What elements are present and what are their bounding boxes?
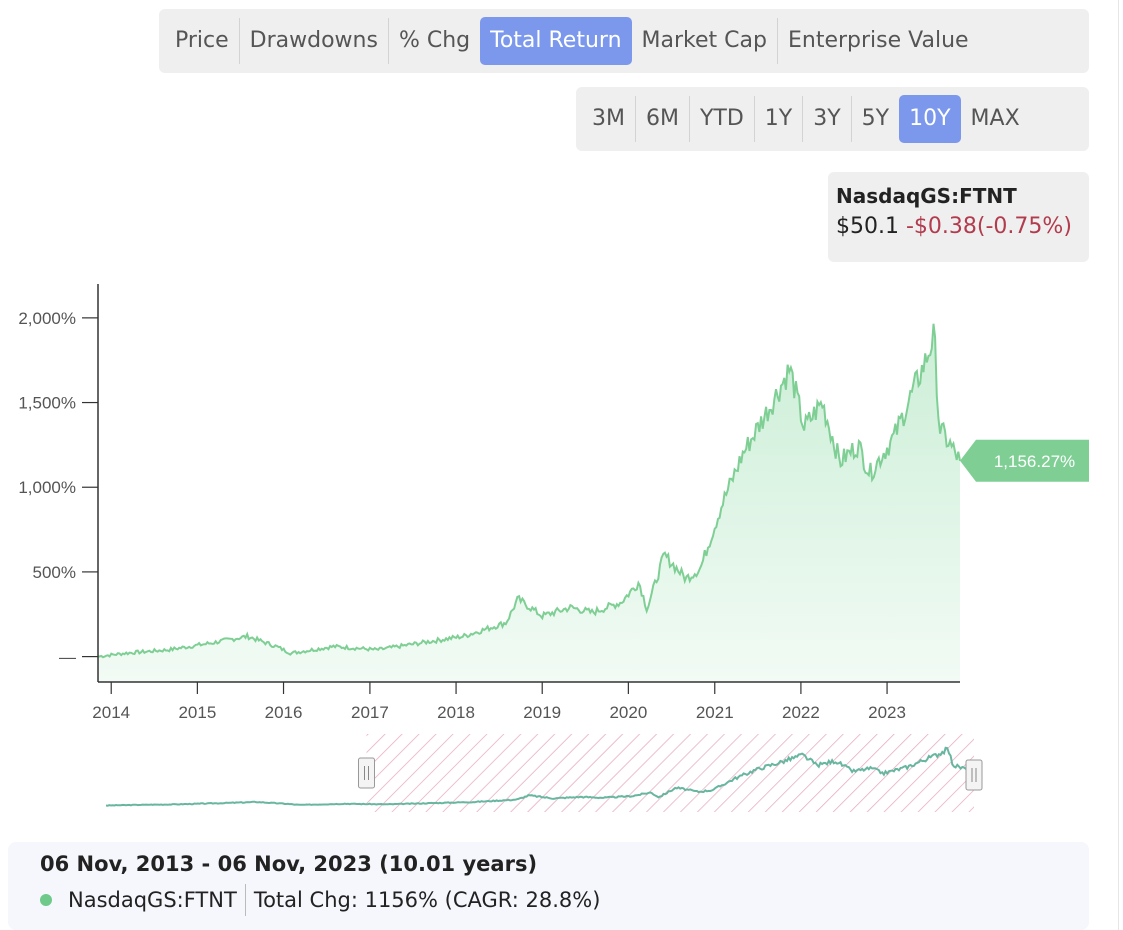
- range-1y[interactable]: 1Y: [764, 106, 793, 131]
- navigator-right-handle[interactable]: [965, 759, 983, 791]
- navigator-selection[interactable]: [366, 734, 974, 812]
- range-separator: [850, 96, 852, 142]
- date-range-summary: 06 Nov, 2013 - 06 Nov, 2023 (10.01 years…: [40, 852, 538, 876]
- range-tab-bar: 3M 6M YTD 1Y 3Y 5Y 10Y MAX: [576, 87, 1089, 151]
- summary-panel: 06 Nov, 2013 - 06 Nov, 2023 (10.01 years…: [8, 842, 1089, 930]
- range-5y[interactable]: 5Y: [861, 106, 890, 131]
- metric-tab-bar: Price Drawdowns % Chg Total Return Market Ca…: [159, 9, 1089, 73]
- x-tick-label: 2019: [523, 703, 561, 722]
- x-tick-label: 2017: [351, 703, 389, 722]
- series-area: [98, 323, 960, 682]
- x-tick-label: 2020: [609, 703, 647, 722]
- series-stats: Total Chg: 1156% (CAGR: 28.8%): [253, 888, 601, 912]
- range-10y[interactable]: 10Y: [899, 95, 961, 143]
- range-max[interactable]: MAX: [970, 106, 1020, 131]
- y-tick-label: 2,000%: [18, 309, 76, 328]
- series-summary-row: NasdaqGS:FTNT Total Chg: 1156% (CAGR: 28…: [40, 884, 1057, 916]
- tab-enterprise-value[interactable]: Enterprise Value: [787, 28, 969, 53]
- range-separator: [802, 96, 804, 142]
- total-return-chart[interactable]: 1,156.27% — 500% 1,000% 1,500% 2,000% 2014 201…: [0, 270, 1100, 830]
- tab-separator: [387, 18, 389, 64]
- series-label: NasdaqGS:FTNT: [68, 888, 237, 912]
- ticker-price: $50.1: [836, 214, 899, 239]
- x-tick-label: 2021: [696, 703, 734, 722]
- navigator-left-handle[interactable]: [357, 757, 375, 789]
- x-tick-label: 2015: [178, 703, 216, 722]
- x-tick-label: 2022: [782, 703, 820, 722]
- ticker-card: NasdaqGS:FTNT $50.1 -$0.38(-0.75%): [828, 172, 1089, 262]
- x-tick-label: 2014: [92, 703, 130, 722]
- y-tick-label: —: [59, 648, 76, 667]
- series-line[interactable]: [97, 323, 961, 659]
- range-3y[interactable]: 3Y: [813, 106, 841, 131]
- tab-drawdowns[interactable]: Drawdowns: [249, 28, 378, 53]
- range-6m[interactable]: 6M: [645, 106, 679, 131]
- last-value-text: 1,156.27%: [994, 452, 1075, 471]
- navigator-series-line: [105, 746, 975, 807]
- x-tick-label: 2016: [265, 703, 303, 722]
- tab-separator: [776, 18, 778, 64]
- handle-body[interactable]: [965, 759, 983, 791]
- range-separator: [634, 96, 636, 142]
- y-tick-label: 1,000%: [18, 478, 76, 497]
- ticker-symbol: NasdaqGS:FTNT: [836, 184, 1017, 208]
- tab-separator: [238, 18, 240, 64]
- range-separator: [753, 96, 755, 142]
- series-color-dot: [40, 894, 52, 906]
- handle-body[interactable]: [357, 757, 375, 789]
- tab-market-cap[interactable]: Market Cap: [641, 28, 767, 53]
- tab-price[interactable]: Price: [175, 28, 229, 53]
- last-value-badge: [960, 439, 1089, 482]
- range-3m[interactable]: 3M: [592, 106, 625, 131]
- last-value-label: 1,156.27%: [960, 439, 1089, 482]
- ticker-change: -$0.38(-0.75%): [905, 214, 1072, 239]
- y-tick-label: 500%: [33, 563, 76, 582]
- range-separator: [688, 96, 690, 142]
- summary-divider: [244, 884, 246, 916]
- x-tick-label: 2018: [437, 703, 475, 722]
- range-ytd[interactable]: YTD: [699, 106, 744, 131]
- right-divider: [1118, 0, 1119, 930]
- ticker-price-line: $50.1 -$0.38(-0.75%): [836, 214, 1081, 239]
- tab-total-return[interactable]: Total Return: [480, 17, 632, 65]
- tab-chg[interactable]: % Chg: [398, 28, 471, 53]
- x-tick-label: 2023: [868, 703, 906, 722]
- y-tick-label: 1,500%: [18, 394, 76, 413]
